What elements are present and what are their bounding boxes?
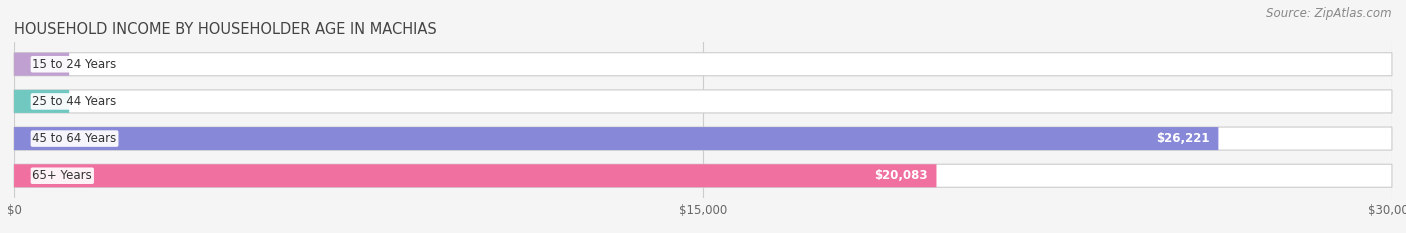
FancyBboxPatch shape [14, 127, 1219, 150]
FancyBboxPatch shape [14, 164, 1392, 187]
Text: $0: $0 [87, 95, 103, 108]
FancyBboxPatch shape [14, 53, 1392, 76]
FancyBboxPatch shape [14, 164, 936, 187]
Text: 65+ Years: 65+ Years [32, 169, 93, 182]
FancyBboxPatch shape [14, 90, 69, 113]
Text: 25 to 44 Years: 25 to 44 Years [32, 95, 117, 108]
Text: Source: ZipAtlas.com: Source: ZipAtlas.com [1267, 7, 1392, 20]
FancyBboxPatch shape [14, 127, 1392, 150]
Text: $20,083: $20,083 [873, 169, 928, 182]
Text: $0: $0 [87, 58, 103, 71]
Text: HOUSEHOLD INCOME BY HOUSEHOLDER AGE IN MACHIAS: HOUSEHOLD INCOME BY HOUSEHOLDER AGE IN M… [14, 22, 437, 37]
Text: 45 to 64 Years: 45 to 64 Years [32, 132, 117, 145]
FancyBboxPatch shape [14, 90, 1392, 113]
Text: 15 to 24 Years: 15 to 24 Years [32, 58, 117, 71]
Text: $26,221: $26,221 [1156, 132, 1209, 145]
FancyBboxPatch shape [14, 53, 69, 76]
